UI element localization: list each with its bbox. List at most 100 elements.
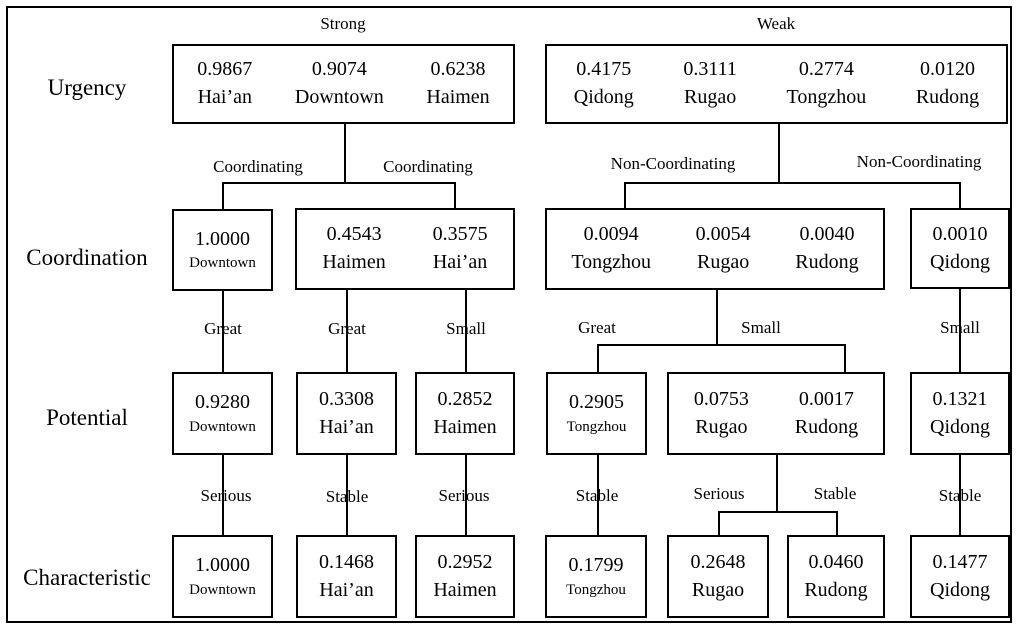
- node-entry: 0.2648 Rugao: [691, 549, 746, 604]
- membership-value: 0.2852: [437, 387, 493, 410]
- membership-value: 0.1799: [568, 554, 624, 577]
- branch-label-serious-haimen: Serious: [438, 486, 490, 505]
- branch-label-noncoordinating-right: Non-Coordinating: [856, 152, 982, 171]
- node-potential-haian: 0.3308 Hai’an: [296, 372, 397, 455]
- node-entry: 0.0753 Rugao: [694, 386, 749, 441]
- district-name: Downtown: [294, 86, 384, 108]
- district-name: Hai’an: [197, 86, 252, 108]
- district-name: Haimen: [433, 415, 497, 438]
- membership-value: 0.1477: [932, 550, 988, 573]
- figure-border: [6, 6, 1012, 623]
- branch-label-small-haimen: Small: [446, 319, 486, 338]
- district-name: Rugao: [695, 415, 748, 438]
- district-name: Downtown: [189, 255, 256, 272]
- connector-line: [597, 454, 599, 535]
- node-potential-tongzhou: 0.2905 Tongzhou: [546, 372, 647, 455]
- membership-value: 0.2648: [690, 550, 746, 573]
- node-characteristic-rugao: 0.2648 Rugao: [667, 535, 769, 618]
- node-urgency-strong: 0.9867 Hai’an 0.9074 Downtown 0.6238 Hai…: [172, 44, 515, 124]
- district-name: Rudong: [804, 578, 868, 601]
- branch-label-stable-rudong: Stable: [813, 484, 857, 503]
- connector-line: [778, 124, 780, 184]
- membership-value: 0.3111: [683, 58, 737, 81]
- district-name: Haimen: [322, 251, 386, 273]
- connector-line: [465, 289, 467, 372]
- node-entry: 0.1321 Qidong: [930, 386, 990, 441]
- district-name: Qidong: [930, 415, 990, 438]
- branch-label-serious-rugao: Serious: [693, 484, 745, 503]
- connector-line: [222, 454, 224, 535]
- branch-label-stable-haian: Stable: [325, 487, 369, 506]
- node-coordination-haimen-haian: 0.4543 Haimen 0.3575 Hai’an: [295, 208, 515, 290]
- membership-value: 0.1321: [932, 387, 988, 410]
- membership-value: 0.2774: [798, 58, 854, 81]
- membership-value: 0.9867: [197, 58, 253, 81]
- connector-line: [346, 454, 348, 535]
- district-name: Qidong: [930, 250, 990, 273]
- district-name: Tongzhou: [571, 251, 652, 273]
- node-coordination-downtown: 1.0000 Downtown: [172, 209, 273, 291]
- membership-value: 1.0000: [194, 227, 250, 250]
- node-entry: 0.3111 Rugao: [683, 56, 737, 111]
- node-entry: 0.2774 Tongzhou: [787, 56, 867, 111]
- district-name: Tongzhou: [566, 418, 627, 435]
- district-name: Rugao: [691, 578, 745, 601]
- connector-line: [959, 454, 961, 535]
- connector-line: [776, 454, 778, 513]
- row-label-characteristic: Characteristic: [23, 565, 151, 590]
- connector-line: [344, 124, 346, 184]
- node-entry: 0.0017 Rudong: [795, 386, 858, 441]
- node-entry: 1.0000 Downtown: [189, 226, 256, 274]
- branch-label-great-haian: Great: [328, 319, 366, 338]
- connector-line: [844, 344, 846, 372]
- branch-label-coordinating-right: Coordinating: [383, 157, 473, 176]
- connector-line: [624, 182, 626, 209]
- node-characteristic-haimen: 0.2952 Haimen: [415, 535, 515, 618]
- connector-line: [222, 290, 224, 372]
- node-entry: 0.2952 Haimen: [433, 549, 496, 604]
- node-entry: 0.0120 Rudong: [916, 56, 979, 111]
- membership-value: 0.0460: [808, 550, 864, 573]
- connector-line: [222, 182, 224, 210]
- node-entry: 0.3575 Hai’an: [433, 221, 488, 276]
- node-characteristic-tongzhou: 0.1799 Tongzhou: [545, 535, 647, 618]
- connector-line: [718, 511, 838, 513]
- branch-label-strong: Strong: [320, 14, 366, 33]
- membership-value: 0.0094: [583, 223, 639, 246]
- row-label-coordination: Coordination: [26, 245, 148, 270]
- node-entry: 0.9280 Downtown: [189, 389, 256, 437]
- branch-label-noncoordinating-left: Non-Coordinating: [610, 154, 736, 173]
- district-name: Rudong: [794, 415, 859, 438]
- district-name: Downtown: [189, 581, 256, 598]
- connector-line: [716, 289, 718, 346]
- node-entry: 0.2905 Tongzhou: [567, 389, 627, 437]
- branch-label-great-tongzhou: Great: [578, 318, 616, 337]
- node-potential-haimen: 0.2852 Haimen: [415, 372, 515, 455]
- branch-label-coordinating-left: Coordinating: [213, 157, 303, 176]
- node-urgency-weak: 0.4175 Qidong 0.3111 Rugao 0.2774 Tongzh…: [545, 44, 1008, 124]
- node-potential-rugao-rudong: 0.0753 Rugao 0.0017 Rudong: [667, 372, 885, 455]
- node-entry: 0.0040 Rudong: [795, 221, 858, 276]
- district-name: Rudong: [915, 86, 980, 108]
- branch-label-stable-qidong: Stable: [938, 486, 982, 505]
- node-coordination-tongzhou-rugao-rudong: 0.0094 Tongzhou 0.0054 Rugao 0.0040 Rudo…: [545, 208, 885, 290]
- node-entry: 0.1468 Hai’an: [319, 549, 374, 604]
- node-potential-qidong: 0.1321 Qidong: [910, 372, 1010, 455]
- connector-line: [597, 344, 846, 346]
- district-name: Qidong: [930, 578, 990, 601]
- membership-value: 0.4543: [326, 223, 382, 246]
- node-entry: 0.0010 Qidong: [930, 221, 990, 276]
- district-name: Tongzhou: [786, 86, 867, 108]
- node-coordination-qidong: 0.0010 Qidong: [910, 208, 1010, 289]
- node-entry: 0.3308 Hai’an: [319, 386, 374, 441]
- row-label-potential: Potential: [46, 405, 128, 430]
- branch-label-serious-downtown: Serious: [200, 486, 252, 505]
- node-entry: 0.2852 Haimen: [433, 386, 496, 441]
- node-entry: 0.1799 Tongzhou: [566, 552, 626, 600]
- branch-label-weak: Weak: [756, 14, 796, 33]
- district-name: Hai’an: [432, 251, 488, 273]
- branch-label-stable-tongzhou: Stable: [575, 486, 619, 505]
- node-characteristic-downtown: 1.0000 Downtown: [172, 535, 273, 618]
- membership-value: 0.0753: [693, 387, 749, 410]
- district-name: Rudong: [795, 251, 859, 273]
